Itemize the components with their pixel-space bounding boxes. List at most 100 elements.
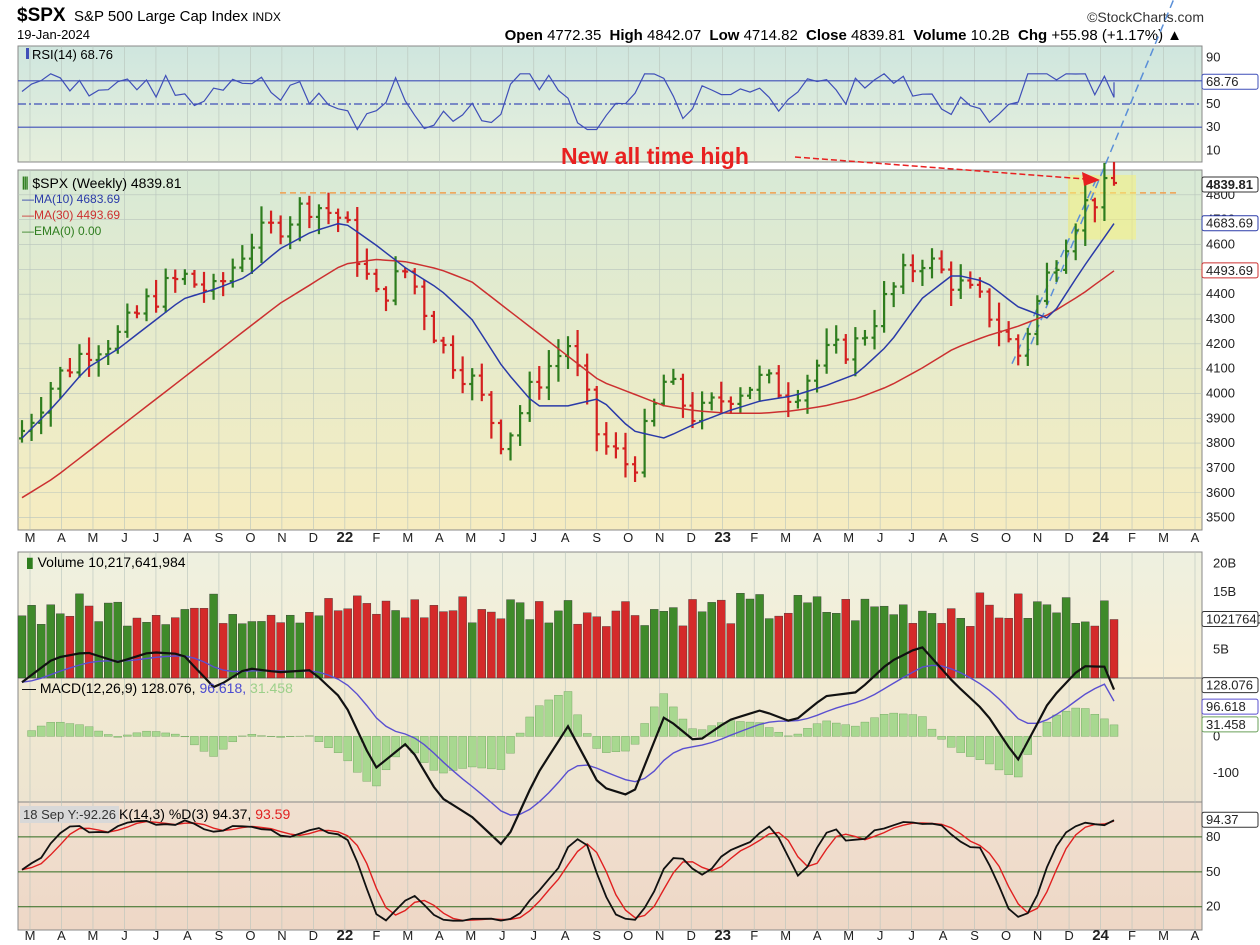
macd-histogram-bar [879, 714, 889, 737]
stoch-tick-label: 80 [1206, 829, 1220, 844]
macd-histogram-bar [899, 713, 908, 737]
volume-bar [707, 602, 716, 679]
x-tick-label: A [57, 928, 66, 943]
volume-bar [1004, 617, 1013, 679]
x-tick-label: F [1128, 928, 1136, 943]
macd-histogram-bar [247, 734, 257, 737]
volume-bar [324, 598, 333, 679]
x-tick-label: F [750, 928, 758, 943]
price-bar [1111, 161, 1117, 186]
price-bar [124, 303, 131, 338]
x-tick-label: M [843, 928, 854, 943]
volume-bar [362, 603, 372, 679]
chart-date: 19-Jan-2024 [17, 27, 90, 42]
x-tick-label: M [402, 530, 413, 545]
macd-histogram-bar [908, 714, 918, 737]
macd-histogram-bar [151, 731, 161, 737]
price-bar [105, 340, 112, 366]
volume-bar [17, 615, 27, 679]
x-tick-label: A [813, 928, 822, 943]
x-tick-label: A [939, 530, 948, 545]
price-bar [450, 335, 457, 379]
svg-text:94.37: 94.37 [1206, 812, 1239, 827]
x-tick-label: O [623, 530, 633, 545]
close-value-tag: 4839.81 [1201, 176, 1259, 193]
x-tick-label: J [908, 928, 915, 943]
price-bar [153, 279, 160, 313]
macd-histogram-bar [697, 729, 707, 737]
price-bar [890, 282, 897, 308]
x-tick-label: M [465, 928, 476, 943]
volume-bar [994, 617, 1004, 679]
volume-bar [458, 596, 467, 679]
rsi-color-icon [26, 48, 29, 59]
volume-tick-label: 20B [1213, 555, 1236, 570]
rsi-tick-label: 90 [1206, 50, 1220, 65]
price-bar [478, 363, 485, 402]
price-panel-bg [17, 169, 1203, 531]
volume-bar [27, 605, 36, 679]
volume-bar [487, 611, 496, 679]
volume-bar [429, 605, 439, 679]
x-tick-label: N [1033, 928, 1042, 943]
bar-chart-icon: ⫼ [22, 175, 29, 191]
volume-bar [468, 622, 477, 679]
macd-histogram-bar [592, 736, 601, 749]
volume-bar [104, 602, 113, 679]
volume-value-tag: 10217641984 [1201, 610, 1260, 627]
macd-histogram-bar [985, 736, 994, 765]
volume-bar [966, 626, 975, 679]
macd-histogram-bar [439, 736, 448, 774]
volume-bar [84, 605, 94, 679]
price-bar [603, 422, 610, 455]
macd-histogram-bar [1014, 736, 1023, 778]
arrow-head-icon [1082, 172, 1100, 186]
svg-text:4493.69: 4493.69 [1206, 263, 1253, 278]
macd-histogram-bar [630, 736, 640, 745]
price-bar [679, 373, 686, 418]
volume-bar [573, 623, 582, 679]
x-tick-label: S [970, 928, 979, 943]
rsi-tick-label: 50 [1206, 96, 1220, 111]
price-bar [957, 264, 964, 299]
sto-panel-bg [17, 801, 1203, 931]
macd-tick-label: 0 [1213, 728, 1220, 743]
volume-bar [257, 621, 266, 679]
macd-histogram-bar [132, 732, 142, 737]
ma10-value-tag: 4683.69 [1201, 215, 1259, 232]
volume-tick-label: 15B [1213, 584, 1236, 599]
ma30-value-tag: 4493.69 [1201, 262, 1259, 279]
price-bar [641, 408, 648, 478]
volume-bar [582, 612, 592, 679]
price-bar [325, 192, 332, 225]
brand-logo: ©StockCharts.com [1087, 9, 1204, 25]
volume-bar [1081, 621, 1090, 679]
volume-bar [784, 612, 793, 679]
volume-bar [439, 611, 448, 679]
volume-bar [1052, 612, 1061, 679]
price-bar [842, 334, 849, 364]
svg-text:4683.69: 4683.69 [1206, 216, 1253, 231]
price-bar [536, 366, 543, 400]
rsi-tick-label: 30 [1206, 119, 1220, 134]
volume-bar [161, 624, 170, 679]
volume-bar [305, 612, 314, 679]
price-tick-label: 3500 [1206, 510, 1235, 525]
volume-bar [1033, 601, 1042, 679]
svg-text:96.618: 96.618 [1206, 699, 1246, 714]
price-bar [1034, 295, 1041, 346]
x-tick-label: A [435, 530, 444, 545]
price-bar [967, 271, 974, 289]
macd-histogram-bar [640, 723, 649, 737]
volume-bar [659, 611, 668, 679]
volume-bar [602, 626, 611, 679]
volume-bar [113, 601, 122, 679]
volume-bar [1071, 623, 1080, 679]
x-tick-label: A [1191, 530, 1200, 545]
svg-text:4839.81: 4839.81 [1206, 177, 1253, 192]
macd-histogram-bar [46, 722, 55, 737]
macd-histogram-bar [927, 728, 937, 737]
price-bar [497, 419, 504, 455]
macd-histogram-bar [324, 736, 333, 748]
price-bar [1082, 183, 1089, 246]
